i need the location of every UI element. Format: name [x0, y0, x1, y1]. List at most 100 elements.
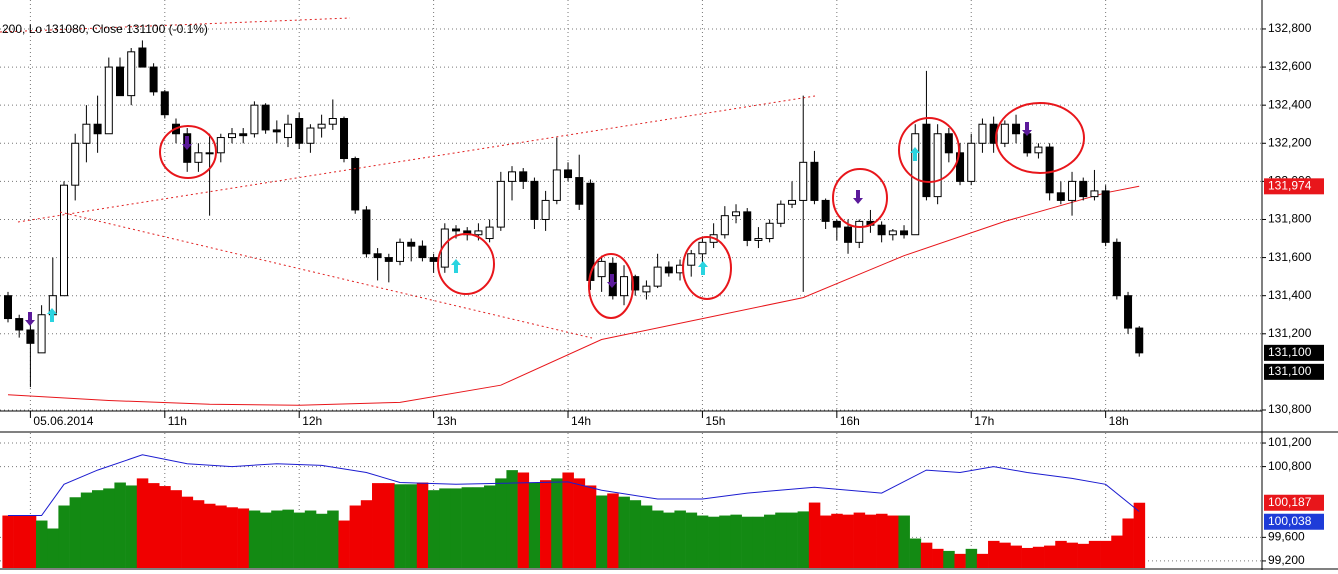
bar [618, 496, 630, 568]
bar [439, 488, 451, 568]
bar [1111, 535, 1123, 568]
bar [932, 548, 944, 568]
candle-body [844, 226, 853, 243]
candle-body [933, 133, 942, 198]
bar [1122, 518, 1134, 568]
y-tick-label: 131,200 [1268, 326, 1312, 340]
x-tick-label: 14h [571, 414, 591, 428]
candle-body [384, 257, 393, 262]
candle-body [732, 211, 741, 217]
trend-line [59, 211, 593, 339]
bar [1133, 502, 1146, 568]
bar [47, 528, 59, 568]
candle-body [888, 230, 897, 236]
bar [864, 514, 877, 568]
bar [708, 516, 720, 568]
candle-body [687, 253, 696, 266]
bar [674, 510, 686, 568]
bar [752, 516, 765, 568]
bar [719, 515, 731, 568]
value-label-box [1264, 363, 1324, 380]
candle-body [261, 104, 270, 131]
buy-arrows [47, 147, 920, 322]
value-label-box [1264, 178, 1324, 195]
y-tick-label: 99,200 [1268, 553, 1305, 567]
bar [887, 515, 899, 568]
bar [876, 513, 888, 568]
circle-mark [437, 233, 495, 295]
bar [405, 484, 418, 568]
candle-body [3, 295, 12, 320]
sell-arrows [25, 122, 1032, 326]
indicator-line [8, 454, 1140, 516]
candle-body [205, 152, 214, 155]
circle-mark [898, 117, 960, 183]
bar [898, 515, 910, 568]
y-tick-label: 130,800 [1268, 402, 1312, 416]
candle-body [216, 137, 225, 154]
candle-body [564, 169, 573, 179]
bar [204, 503, 216, 568]
bar [428, 490, 440, 568]
bar [450, 488, 462, 568]
candle-body [967, 142, 976, 182]
candle-body [59, 184, 68, 297]
candle-body [799, 161, 808, 201]
candle-body [922, 123, 931, 198]
candle-body [239, 133, 248, 137]
candle-body [1135, 327, 1144, 354]
bar [114, 482, 126, 568]
bar [562, 472, 574, 568]
bar [215, 505, 227, 568]
candle-body [1056, 192, 1065, 201]
candle-body [160, 91, 169, 116]
candle-body [642, 285, 651, 293]
candle-body [743, 211, 752, 241]
bar [551, 478, 563, 568]
bar [909, 538, 922, 568]
candle-body [1034, 146, 1043, 154]
circle-mark [682, 236, 732, 300]
bar [2, 515, 14, 568]
bar [596, 495, 608, 568]
bar [248, 510, 261, 568]
bar [965, 548, 978, 568]
candle-body [429, 257, 438, 262]
bar [842, 514, 854, 568]
value-labels: 130,800131,200131,400131,600131,800132,0… [1264, 21, 1324, 567]
bar [988, 540, 1000, 568]
bar [741, 516, 754, 568]
candle-body [284, 123, 293, 139]
candle-body [776, 203, 785, 224]
candle-body [552, 169, 561, 201]
candle-body [1090, 190, 1099, 198]
value-label-box [1264, 494, 1324, 511]
bar [495, 478, 507, 568]
bar [13, 515, 26, 568]
bar [943, 550, 955, 568]
candle-body [373, 253, 382, 259]
bar [607, 493, 619, 568]
bar [304, 510, 317, 568]
candle-body [620, 276, 629, 297]
bar [1021, 547, 1034, 568]
candle-body [575, 177, 584, 205]
candle-body [1079, 180, 1088, 198]
bar [1044, 545, 1056, 568]
bar [584, 485, 597, 568]
candle-body [250, 104, 259, 135]
bar [808, 502, 821, 568]
candle-body [900, 230, 909, 236]
x-tick-label: 18h [1109, 414, 1129, 428]
candle-body [944, 133, 953, 154]
bar [92, 490, 104, 568]
candle-body [653, 266, 662, 287]
bar [954, 553, 966, 568]
candle-body [765, 222, 774, 240]
candle-body [530, 180, 539, 220]
x-tick-label: 05.06.2014 [33, 414, 93, 428]
candle-body [26, 329, 35, 344]
bar [69, 497, 82, 568]
bar [192, 500, 205, 568]
candle-body [295, 118, 304, 144]
